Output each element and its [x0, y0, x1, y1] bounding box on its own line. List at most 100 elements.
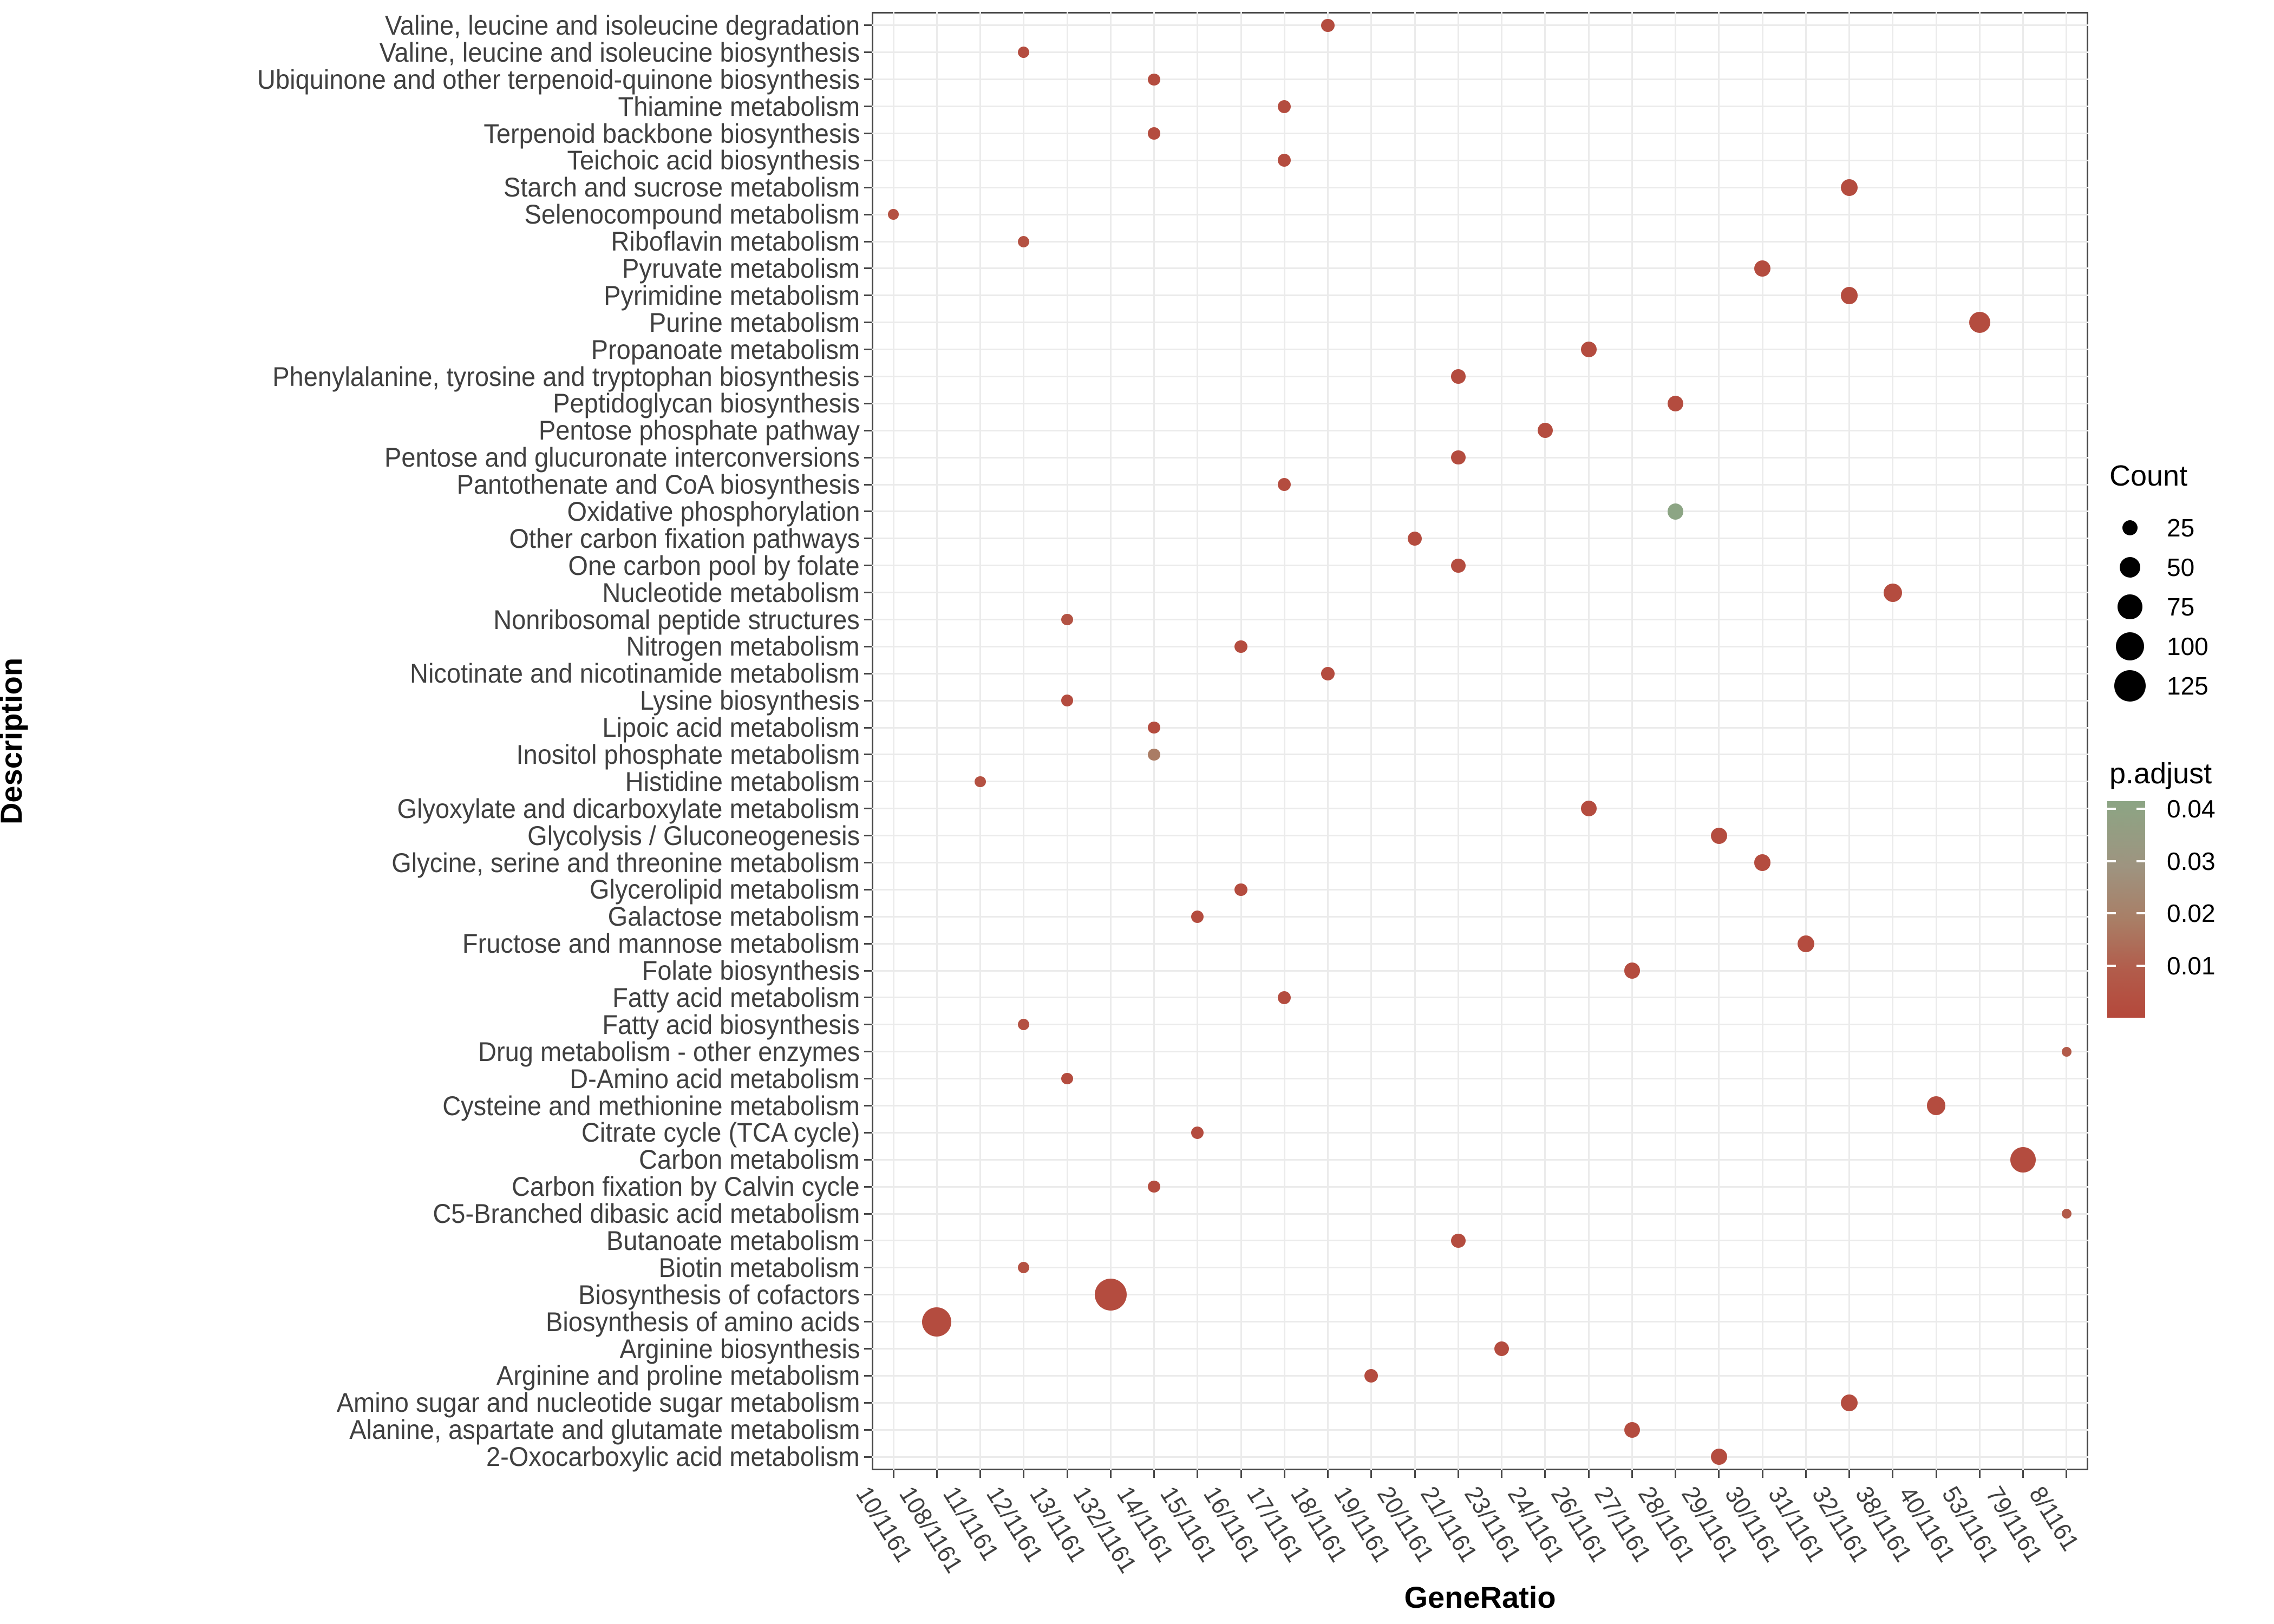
x-axis-tick	[1370, 1470, 1373, 1478]
y-axis-tick	[864, 213, 872, 215]
y-axis-tick	[864, 1186, 872, 1188]
y-axis-tick	[864, 997, 872, 999]
data-point	[1018, 235, 1030, 247]
y-axis-label: Carbon metabolism	[639, 1144, 860, 1175]
horizontal-gridline	[872, 510, 2088, 513]
vertical-gridline	[1587, 12, 1590, 1470]
count-legend-label: 125	[2167, 672, 2208, 700]
horizontal-gridline	[872, 754, 2088, 756]
y-axis-label: Nicotinate and nicotinamide metabolism	[410, 658, 860, 689]
y-axis-tick	[864, 726, 872, 729]
y-axis-tick	[864, 1294, 872, 1296]
horizontal-gridline	[872, 645, 2088, 647]
y-axis-tick	[864, 835, 872, 837]
data-point	[1969, 312, 1990, 333]
horizontal-gridline	[872, 1456, 2088, 1458]
data-point	[1451, 1233, 1466, 1248]
vertical-gridline	[1544, 12, 1546, 1470]
y-axis-tick	[864, 240, 872, 243]
y-axis-label: Pantothenate and CoA biosynthesis	[456, 469, 860, 500]
data-point	[1840, 179, 1858, 196]
data-point	[1018, 1019, 1030, 1031]
count-legend-circle	[2118, 594, 2142, 619]
horizontal-gridline	[872, 808, 2088, 810]
vertical-gridline	[1153, 12, 1155, 1470]
horizontal-gridline	[872, 1024, 2088, 1026]
x-axis-tick	[2022, 1470, 2024, 1478]
data-point	[1061, 1072, 1073, 1085]
horizontal-gridline	[872, 915, 2088, 918]
padjust-tick-left	[2107, 808, 2116, 810]
y-axis-label: Nucleotide metabolism	[602, 577, 860, 608]
y-axis-tick	[864, 619, 872, 620]
data-point	[1234, 883, 1247, 896]
horizontal-gridline	[872, 240, 2088, 243]
y-axis-tick	[864, 78, 872, 81]
vertical-gridline	[1718, 12, 1720, 1470]
data-point	[1148, 127, 1160, 140]
horizontal-gridline	[872, 997, 2088, 999]
y-axis-label: Fatty acid biosynthesis	[602, 1009, 860, 1040]
data-point	[1840, 1394, 1858, 1411]
horizontal-gridline	[872, 619, 2088, 620]
y-axis-tick	[864, 1024, 872, 1026]
y-axis-tick	[864, 915, 872, 918]
data-point	[1148, 748, 1160, 761]
y-axis-tick	[864, 645, 872, 647]
y-axis-tick	[864, 1131, 872, 1134]
horizontal-gridline	[872, 888, 2088, 890]
data-point	[1094, 1279, 1127, 1311]
y-axis-label: Galactose metabolism	[608, 901, 860, 932]
y-axis-label: Fructose and mannose metabolism	[462, 928, 860, 959]
data-point	[1754, 260, 1771, 277]
data-point	[1580, 801, 1597, 817]
vertical-gridline	[1501, 12, 1503, 1470]
y-axis-tick	[864, 1374, 872, 1377]
x-axis-tick	[1197, 1470, 1199, 1478]
y-axis-tick	[864, 942, 872, 945]
x-axis-tick	[1892, 1470, 1894, 1478]
x-axis-tick	[1240, 1470, 1242, 1478]
count-legend-circle	[2114, 670, 2146, 702]
x-axis-tick	[1283, 1470, 1285, 1478]
vertical-gridline	[1457, 12, 1459, 1470]
padjust-tick-label: 0.02	[2167, 899, 2216, 928]
y-axis-tick	[864, 294, 872, 297]
y-axis-label: Alanine, aspartate and glutamate metabol…	[349, 1415, 860, 1445]
data-point	[1580, 342, 1597, 357]
vertical-gridline	[1327, 12, 1329, 1470]
horizontal-gridline	[872, 294, 2088, 297]
y-axis-tick	[864, 106, 872, 108]
y-axis-tick	[864, 565, 872, 567]
y-axis-label: C5-Branched dibasic acid metabolism	[433, 1199, 860, 1229]
y-axis-label: Phenylalanine, tyrosine and tryptophan b…	[272, 361, 860, 392]
x-axis-title: GeneRatio	[1404, 1580, 1556, 1614]
padjust-tick-right	[2136, 964, 2145, 967]
y-axis-tick	[864, 1321, 872, 1323]
data-point	[1018, 1262, 1030, 1274]
data-point	[1451, 450, 1466, 465]
data-point	[1278, 991, 1291, 1004]
plot-panel	[872, 12, 2088, 1470]
y-axis-tick	[864, 970, 872, 972]
data-point	[2061, 1209, 2072, 1219]
y-axis-tick	[864, 1240, 872, 1242]
data-point	[1408, 531, 1422, 546]
y-axis-tick	[864, 1348, 872, 1350]
y-axis-label: Terpenoid backbone biosynthesis	[483, 118, 860, 149]
horizontal-gridline	[872, 1402, 2088, 1404]
data-point	[1234, 640, 1247, 653]
horizontal-gridline	[872, 970, 2088, 972]
x-axis-tick	[1457, 1470, 1459, 1478]
y-axis-tick	[864, 808, 872, 810]
x-axis-tick	[2066, 1470, 2068, 1478]
count-legend-label: 25	[2167, 514, 2195, 542]
y-axis-tick	[864, 754, 872, 756]
data-point	[1883, 583, 1902, 602]
horizontal-gridline	[872, 159, 2088, 161]
vertical-gridline	[1240, 12, 1242, 1470]
vertical-gridline	[1109, 12, 1112, 1470]
vertical-gridline	[1892, 12, 1894, 1470]
data-point	[1191, 1126, 1204, 1139]
y-axis-tick	[864, 402, 872, 404]
